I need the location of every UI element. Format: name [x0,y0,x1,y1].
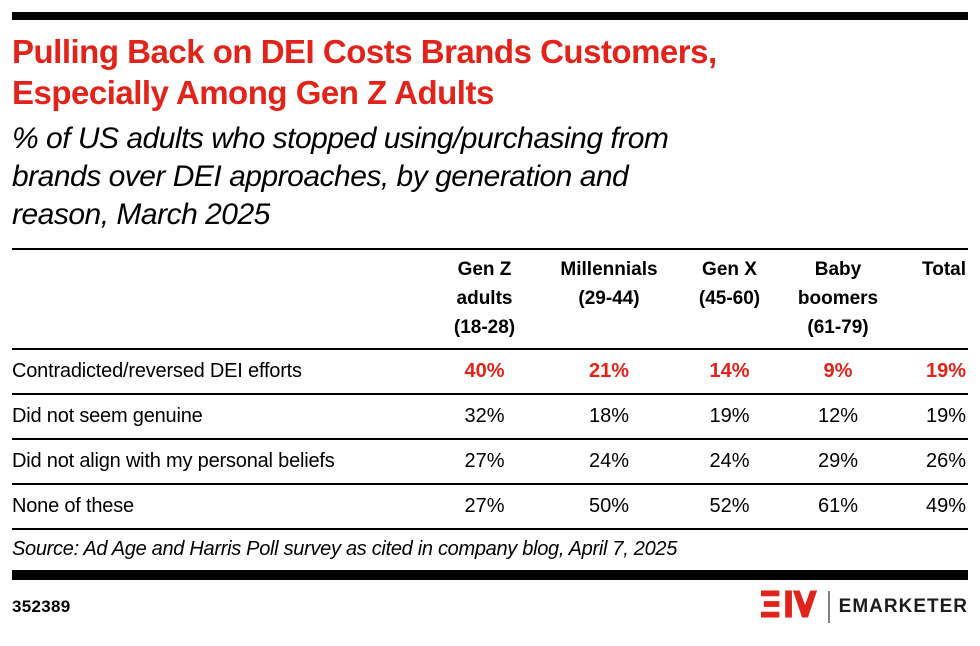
emarketer-monogram-icon [760,589,819,624]
table-header: Gen Z adults (18-28) Millennials (29-44)… [12,249,968,349]
header-cell-gen-z: Gen Z adults (18-28) [422,249,547,349]
cell-value: 9% [823,360,853,382]
cell-value: 29% [817,450,859,472]
footer: 352389 EMARKETER [12,589,968,624]
header-line: (61-79) [807,317,869,338]
cell-value: 19% [925,360,966,382]
bottom-rule-bar [12,570,968,580]
logo-divider [827,590,830,623]
header-line: Millennials [560,259,658,280]
cell-value: 52% [709,495,750,517]
row-label: Contradicted/reversed DEI efforts [12,360,302,382]
page-title-line-1: Pulling Back on DEI Costs Brands Custome… [12,33,717,70]
header-cell-total: Total [888,249,968,349]
header-line: Total [922,259,966,280]
header-cell-gen-x: Gen X (45-60) [671,249,788,349]
cell-value: 50% [588,495,630,517]
header-cell-empty [12,249,422,349]
cell-value: 21% [588,360,630,382]
cell-value: 18% [588,405,630,427]
table-row: Contradicted/reversed DEI efforts 40% 21… [12,349,968,394]
chart-subtitle: % of US adults who stopped using/purchas… [12,120,968,234]
cell-value: 40% [464,360,505,382]
source-note: Source: Ad Age and Harris Poll survey as… [12,538,678,560]
chart-subtitle-line-1: % of US adults who stopped using/purchas… [12,122,669,155]
header-line: Baby [814,259,862,280]
table-body: Contradicted/reversed DEI efforts 40% 21… [12,349,968,529]
page-title: Pulling Back on DEI Costs Brands Custome… [12,31,968,113]
emarketer-wordmark: EMARKETER [838,595,968,617]
row-label: Did not seem genuine [12,405,203,427]
data-table: Gen Z adults (18-28) Millennials (29-44)… [12,248,968,530]
page-title-line-2: Especially Among Gen Z Adults [12,74,494,111]
table-row: Did not seem genuine 32% 18% 19% 12% 19% [12,394,968,439]
top-rule-bar [12,12,968,20]
chart-id: 352389 [12,596,71,616]
header-cell-baby-boomers: Baby boomers (61-79) [788,249,888,349]
cell-value: 24% [588,450,630,472]
cell-value: 12% [817,405,859,427]
cell-value: 14% [709,360,750,382]
row-label: Did not align with my personal beliefs [12,450,335,472]
header-line: Gen Z [457,259,512,280]
cell-value: 24% [709,450,750,472]
row-label: None of these [12,495,134,517]
cell-value: 32% [464,405,505,427]
header-line: (18-28) [453,317,516,338]
chart-subtitle-line-3: reason, March 2025 [12,198,270,231]
header-cell-millennials: Millennials (29-44) [547,249,671,349]
cell-value: 19% [709,405,750,427]
cell-value: 27% [464,495,505,517]
emarketer-logo: EMARKETER [760,589,968,624]
table-row: None of these 27% 50% 52% 61% 49% [12,484,968,529]
header-line: adults [456,288,513,309]
cell-value: 26% [925,450,966,472]
table-row: Did not align with my personal beliefs 2… [12,439,968,484]
chart-subtitle-line-2: brands over DEI approaches, by generatio… [12,160,629,193]
header-line: (45-60) [698,288,761,309]
cell-value: 49% [925,495,966,517]
table-header-row: Gen Z adults (18-28) Millennials (29-44)… [12,249,968,349]
cell-value: 19% [925,405,966,427]
header-line: (29-44) [578,288,640,309]
cell-value: 61% [817,495,859,517]
header-line: Gen X [702,259,757,280]
header-line: boomers [797,288,879,309]
cell-value: 27% [464,450,505,472]
